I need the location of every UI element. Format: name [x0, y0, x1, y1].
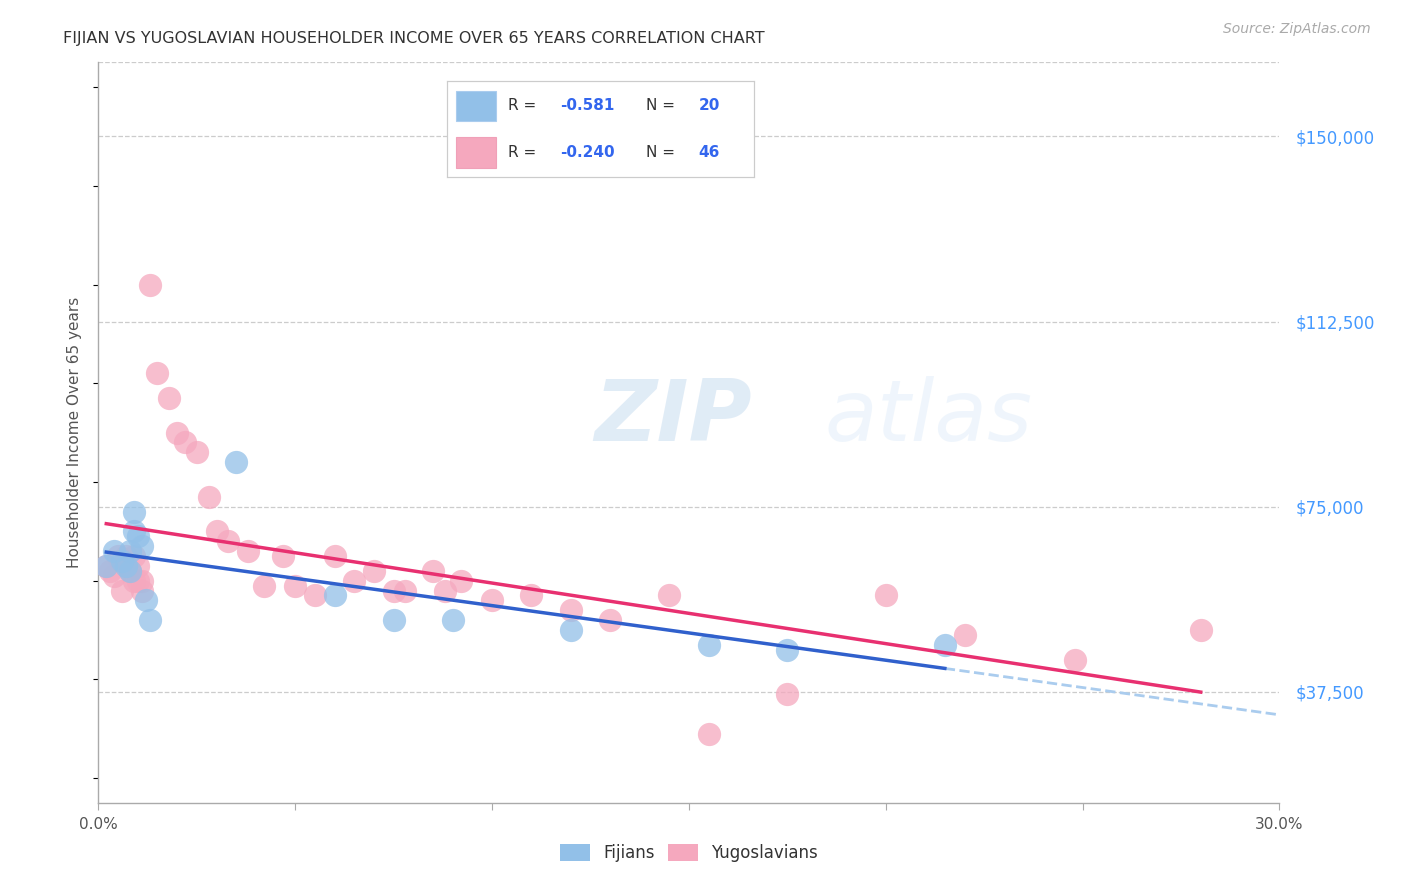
Point	[131, 583, 153, 598]
Point	[186, 445, 208, 459]
Point	[111, 554, 134, 568]
Point	[138, 277, 160, 292]
Point	[363, 564, 385, 578]
Point	[146, 367, 169, 381]
Point	[236, 544, 259, 558]
Point	[197, 490, 219, 504]
Point	[135, 593, 157, 607]
Point	[98, 564, 121, 578]
Point	[131, 574, 153, 588]
Point	[115, 549, 138, 563]
Legend: Fijians, Yugoslavians: Fijians, Yugoslavians	[553, 837, 825, 869]
Point	[422, 564, 444, 578]
Point	[118, 564, 141, 578]
Point	[174, 435, 197, 450]
Point	[284, 579, 307, 593]
Text: atlas: atlas	[825, 376, 1033, 459]
Point	[560, 623, 582, 637]
Y-axis label: Householder Income Over 65 years: Householder Income Over 65 years	[67, 297, 83, 568]
Point	[481, 593, 503, 607]
Point	[118, 544, 141, 558]
Point	[776, 642, 799, 657]
Point	[166, 425, 188, 440]
Point	[875, 589, 897, 603]
Point	[122, 574, 145, 588]
Point	[382, 613, 405, 627]
Point	[1189, 623, 1212, 637]
Point	[118, 564, 141, 578]
Text: Source: ZipAtlas.com: Source: ZipAtlas.com	[1223, 22, 1371, 37]
Point	[953, 628, 976, 642]
Point	[441, 613, 464, 627]
Point	[122, 549, 145, 563]
Point	[217, 534, 239, 549]
Point	[96, 558, 118, 573]
Point	[520, 589, 543, 603]
Point	[343, 574, 366, 588]
Point	[323, 589, 346, 603]
Point	[560, 603, 582, 617]
Text: ZIP: ZIP	[595, 376, 752, 459]
Point	[103, 568, 125, 582]
Point	[394, 583, 416, 598]
Point	[96, 558, 118, 573]
Point	[382, 583, 405, 598]
Point	[205, 524, 228, 539]
Point	[599, 613, 621, 627]
Point	[1063, 653, 1085, 667]
Point	[111, 583, 134, 598]
Point	[658, 589, 681, 603]
Text: FIJIAN VS YUGOSLAVIAN HOUSEHOLDER INCOME OVER 65 YEARS CORRELATION CHART: FIJIAN VS YUGOSLAVIAN HOUSEHOLDER INCOME…	[63, 31, 765, 46]
Point	[225, 455, 247, 469]
Point	[131, 539, 153, 553]
Point	[776, 687, 799, 701]
Point	[103, 544, 125, 558]
Point	[157, 391, 180, 405]
Point	[433, 583, 456, 598]
Point	[127, 574, 149, 588]
Point	[138, 613, 160, 627]
Point	[122, 524, 145, 539]
Point	[127, 529, 149, 543]
Point	[450, 574, 472, 588]
Point	[122, 505, 145, 519]
Point	[934, 638, 956, 652]
Point	[127, 558, 149, 573]
Point	[107, 549, 129, 563]
Point	[697, 638, 720, 652]
Point	[304, 589, 326, 603]
Point	[115, 558, 138, 573]
Point	[253, 579, 276, 593]
Point	[273, 549, 295, 563]
Point	[323, 549, 346, 563]
Point	[697, 727, 720, 741]
